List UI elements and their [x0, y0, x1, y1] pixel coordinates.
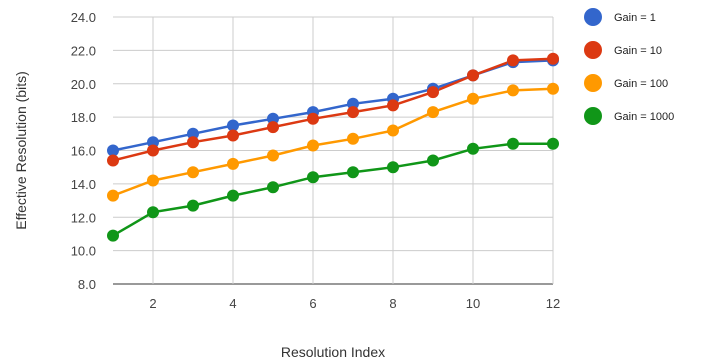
series-lines	[112, 57, 554, 237]
data-point-1	[307, 112, 319, 125]
x-tick-label: 2	[149, 296, 156, 311]
series-line-3	[112, 142, 553, 237]
data-point-1	[227, 129, 239, 142]
y-tick-label: 18.0	[71, 110, 96, 125]
data-point-2	[107, 189, 119, 202]
data-point-2	[147, 174, 159, 187]
data-point-2	[187, 166, 199, 179]
data-point-2	[227, 157, 239, 170]
data-point-0	[147, 136, 159, 149]
legend-label: Gain = 1000	[614, 111, 674, 123]
data-point-2	[467, 92, 479, 105]
data-point-1	[507, 54, 519, 67]
data-point-2	[387, 124, 399, 137]
y-tick-label: 12.0	[71, 210, 96, 225]
y-tick-label: 14.0	[71, 177, 96, 192]
legend-marker	[584, 8, 602, 26]
data-point-3	[467, 142, 479, 155]
series-line-1	[112, 57, 554, 162]
data-point-3	[387, 161, 399, 174]
series-line-2	[112, 87, 554, 197]
data-point-0	[187, 127, 199, 140]
x-tick-label: 6	[309, 296, 316, 311]
y-tick-label: 24.0	[71, 10, 96, 25]
data-point-0	[267, 112, 279, 125]
data-point-3	[347, 166, 359, 179]
data-point-2	[347, 132, 359, 145]
data-point-1	[347, 106, 359, 119]
y-tick-label: 16.0	[71, 144, 96, 159]
data-point-2	[427, 106, 439, 119]
x-tick-label: 10	[466, 296, 480, 311]
data-point-3	[107, 229, 119, 242]
legend: Gain = 1 Gain = 10 Gain = 100 Gain = 1000	[584, 8, 674, 125]
data-point-1	[547, 52, 559, 65]
y-axis-title: Effective Resolution (bits)	[13, 71, 29, 229]
data-point-1	[147, 144, 159, 157]
legend-marker	[584, 41, 602, 59]
data-point-0	[227, 119, 239, 132]
data-point-3	[147, 206, 159, 219]
x-axis-title: Resolution Index	[281, 344, 385, 360]
y-tick-label: 20.0	[71, 77, 96, 92]
y-tick-label: 10.0	[71, 244, 96, 259]
data-point-1	[427, 86, 439, 99]
x-tick-label: 12	[546, 296, 560, 311]
data-point-2	[267, 149, 279, 162]
data-point-2	[507, 84, 519, 97]
x-tick-label: 4	[229, 296, 236, 311]
data-point-1	[107, 154, 119, 167]
legend-marker	[584, 107, 602, 125]
data-point-1	[267, 121, 279, 134]
legend-label: Gain = 1	[614, 12, 656, 24]
data-point-3	[307, 171, 319, 184]
data-point-3	[227, 189, 239, 202]
data-point-0	[107, 144, 119, 157]
axes: 8.0 10.0 12.0 14.0 16.0 18.0 20.0 22.0 24.0 2 4 6 8 1…	[71, 10, 561, 311]
legend-marker	[584, 74, 602, 92]
data-point-3	[507, 137, 519, 150]
data-point-3	[547, 137, 559, 150]
data-point-1	[467, 69, 479, 82]
legend-label: Gain = 100	[614, 78, 668, 90]
grid	[113, 16, 554, 285]
data-point-1	[187, 136, 199, 149]
y-tick-label: 22.0	[71, 43, 96, 58]
data-point-0	[347, 97, 359, 110]
legend-label: Gain = 10	[614, 45, 662, 57]
data-point-2	[307, 139, 319, 152]
data-point-1	[387, 99, 399, 112]
data-point-3	[187, 199, 199, 212]
series-points	[107, 52, 559, 242]
data-point-3	[267, 181, 279, 194]
y-tick-label: 8.0	[78, 277, 96, 292]
x-tick-label: 8	[389, 296, 396, 311]
data-point-2	[547, 82, 559, 95]
data-point-3	[427, 154, 439, 167]
series-line-0	[112, 59, 554, 152]
